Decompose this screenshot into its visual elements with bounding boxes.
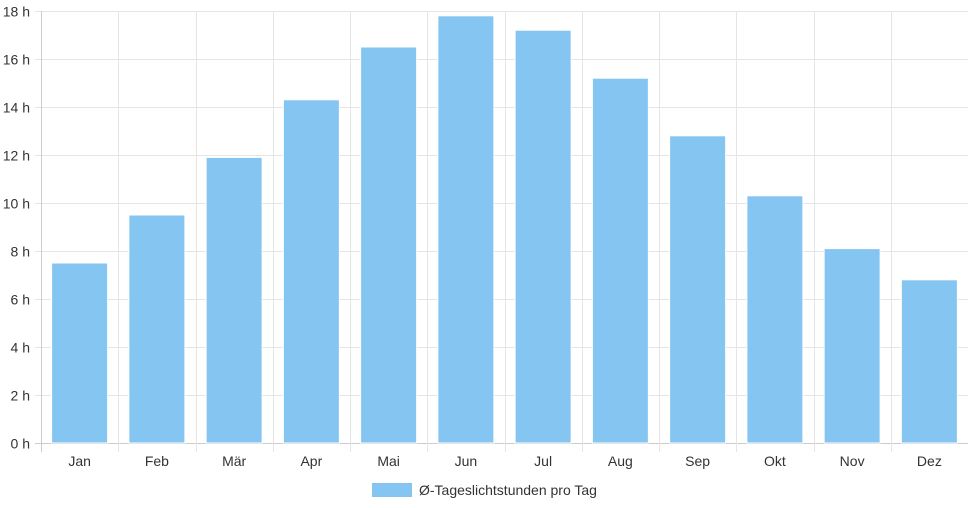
bar-okt[interactable] — [746, 195, 804, 444]
y-tick-label: 8 h — [11, 244, 30, 260]
x-tick-label: Dez — [917, 453, 942, 469]
y-tick-label: 6 h — [11, 292, 30, 308]
x-tick-label: Feb — [145, 453, 169, 469]
bar-mär[interactable] — [205, 156, 263, 444]
y-tick-label: 12 h — [3, 148, 30, 164]
x-tick-label: Jun — [455, 453, 478, 469]
bar-aug[interactable] — [591, 77, 649, 444]
y-tick-label: 16 h — [3, 52, 30, 68]
y-tick-label: 10 h — [3, 196, 30, 212]
y-tick-label: 2 h — [11, 388, 30, 404]
y-tick-label: 18 h — [3, 4, 30, 20]
x-tick-label: Jan — [68, 453, 91, 469]
axis-layer: 0 h 2 h 4 h 6 h 8 h 10 h 12 h 14 h 16 h 18 h Jan Fe… — [3, 4, 942, 470]
bar-jan[interactable] — [51, 262, 109, 444]
y-tick-label: 0 h — [11, 436, 30, 452]
x-tick-label: Sep — [685, 453, 710, 469]
legend-label[interactable]: Ø-Tageslichtstunden pro Tag — [419, 482, 597, 498]
legend[interactable]: Ø-Tageslichtstunden pro Tag — [372, 482, 597, 498]
x-tick-label: Mär — [222, 453, 246, 469]
x-tick-label: Nov — [840, 453, 865, 469]
bar-apr[interactable] — [282, 99, 340, 444]
bar-nov[interactable] — [823, 248, 881, 444]
x-tick-label: Apr — [300, 453, 322, 469]
bar-sep[interactable] — [669, 135, 727, 444]
y-tick-label: 14 h — [3, 100, 30, 116]
bar-dez[interactable] — [900, 279, 958, 444]
bar-jul[interactable] — [514, 29, 572, 444]
bar-feb[interactable] — [128, 214, 186, 444]
bar-jun[interactable] — [437, 15, 495, 444]
x-tick-label: Aug — [608, 453, 633, 469]
bar-mai[interactable] — [360, 46, 418, 444]
x-tick-label: Okt — [764, 453, 786, 469]
y-tick-label: 4 h — [11, 340, 30, 356]
legend-swatch[interactable] — [372, 483, 412, 497]
x-tick-label: Mai — [377, 453, 400, 469]
grid-layer — [35, 11, 968, 452]
x-tick-label: Jul — [534, 453, 552, 469]
bar-layer — [51, 15, 958, 444]
